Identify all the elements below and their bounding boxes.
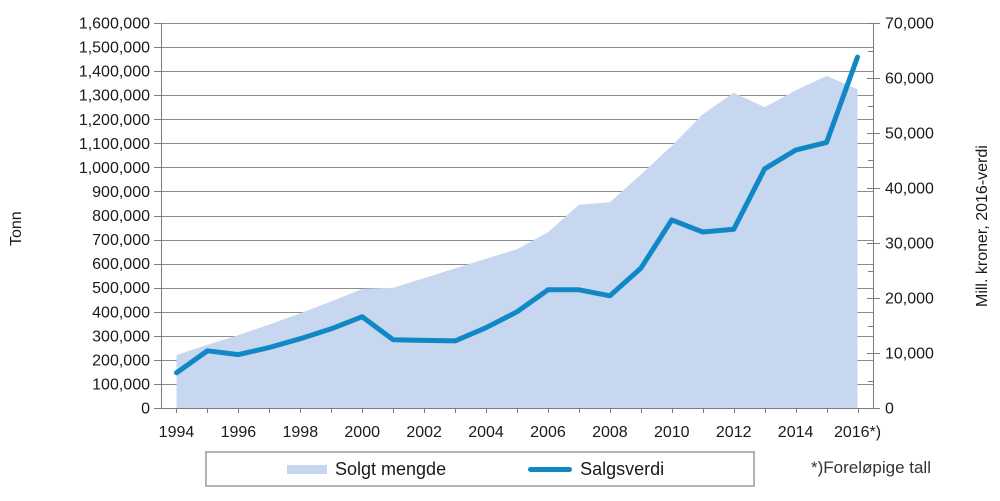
x-axis-tick-label: 1994 (159, 424, 195, 441)
left-axis-tick-label: 1,400,000 (79, 64, 150, 81)
right-axis-tick-label: 40,000 (885, 181, 934, 198)
line-swatch-icon (528, 466, 573, 472)
left-axis-tick-label: 100,000 (92, 376, 150, 393)
left-axis-tick-label: 500,000 (92, 280, 150, 297)
left-axis-tick-label: 600,000 (92, 256, 150, 273)
legend-label-salgsverdi: Salgsverdi (580, 458, 665, 479)
left-axis-tick-label: 700,000 (92, 232, 150, 249)
right-axis-tick-label: 60,000 (885, 71, 934, 88)
left-axis-title: Tonn (8, 211, 25, 246)
right-axis-tick-label: 0 (885, 401, 894, 418)
chart-legend: Solgt mengde Salgsverdi (205, 451, 755, 487)
left-axis-tick-label: 1,100,000 (79, 136, 150, 153)
right-axis-title: Mill. kroner, 2016-verdi (974, 145, 991, 307)
x-axis-tick-label: 2016*) (834, 424, 881, 441)
x-axis-tick-label: 2000 (344, 424, 380, 441)
left-axis-tick-label: 400,000 (92, 304, 150, 321)
x-axis-tick-label: 2012 (716, 424, 752, 441)
left-axis-tick-label: 0 (141, 401, 150, 418)
legend-item-solgt-mengde: Solgt mengde (287, 459, 446, 480)
left-axis-tick-label: 200,000 (92, 352, 150, 369)
legend-label-solgt-mengde: Solgt mengde (335, 458, 447, 479)
x-axis-tick-label: 2008 (592, 424, 628, 441)
right-axis-tick-label: 70,000 (885, 16, 934, 33)
left-axis-tick-label: 1,300,000 (79, 88, 150, 105)
area-solgt-mengde (176, 75, 858, 409)
right-axis-tick-label: 50,000 (885, 126, 934, 143)
x-axis-tick-label: 2014 (778, 424, 814, 441)
legend-item-salgsverdi: Salgsverdi (528, 459, 664, 480)
x-axis-tick-label: 2006 (530, 424, 566, 441)
x-axis-tick-label: 2002 (406, 424, 442, 441)
x-axis-tick-label: 1996 (221, 424, 257, 441)
footnote: *)Foreløpige tall (811, 458, 931, 477)
right-axis-tick-label: 20,000 (885, 291, 934, 308)
left-axis-tick-label: 1,000,000 (79, 160, 150, 177)
right-axis-tick-label: 30,000 (885, 236, 934, 253)
right-axis-tick-label: 10,000 (885, 346, 934, 363)
area-swatch-icon (287, 464, 327, 474)
x-axis-tick-label: 2004 (468, 424, 504, 441)
x-axis-tick-label: 1998 (283, 424, 319, 441)
left-axis-tick-label: 1,200,000 (79, 112, 150, 129)
left-axis-tick-label: 1,500,000 (79, 40, 150, 57)
left-axis-tick-label: 800,000 (92, 208, 150, 225)
axes (154, 23, 880, 413)
tick-labels: 0 100,000 200,000 300,000 400,000 500,000 600,… (79, 16, 934, 442)
left-axis-tick-label: 1,600,000 (79, 16, 150, 33)
x-axis-tick-label: 2010 (654, 424, 690, 441)
left-axis-tick-label: 900,000 (92, 184, 150, 201)
line-salgsverdi (174, 54, 860, 376)
left-axis-tick-label: 300,000 (92, 328, 150, 345)
